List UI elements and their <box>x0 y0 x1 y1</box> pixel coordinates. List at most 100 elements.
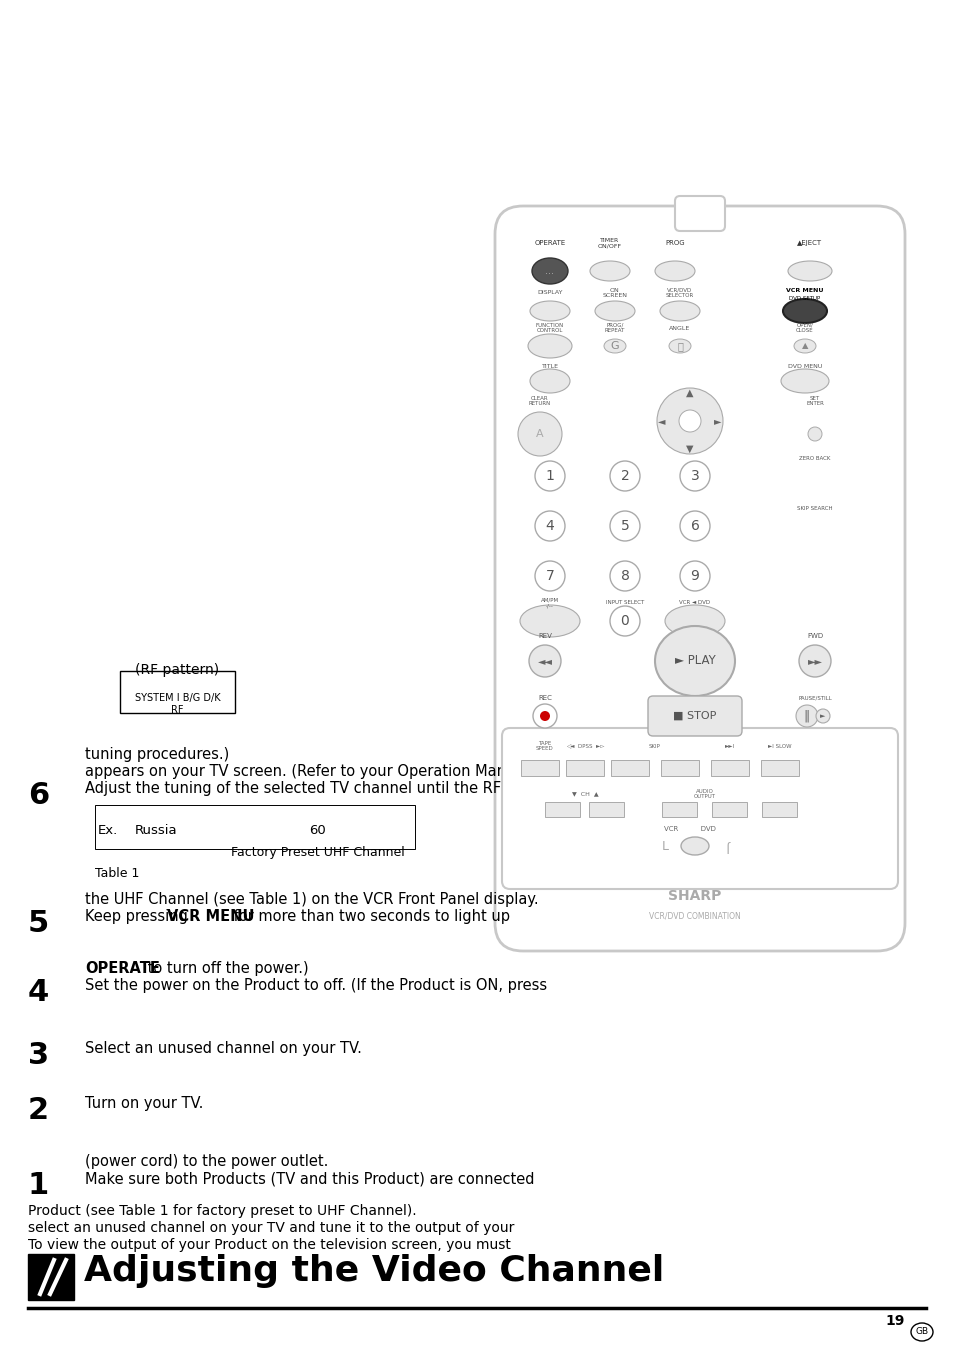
Ellipse shape <box>532 258 567 284</box>
Text: ▼  CH  ▲: ▼ CH ▲ <box>571 791 598 797</box>
Text: ►: ► <box>820 713 825 719</box>
Ellipse shape <box>679 411 700 432</box>
Text: REC: REC <box>537 695 552 701</box>
Text: tuning procedures.): tuning procedures.) <box>85 747 229 762</box>
Ellipse shape <box>535 460 564 491</box>
Text: DVD MENU: DVD MENU <box>787 363 821 369</box>
Ellipse shape <box>787 261 831 281</box>
Text: Make sure both Products (TV and this Product) are connected: Make sure both Products (TV and this Pro… <box>85 1171 534 1186</box>
Text: AM/PM
-/--: AM/PM -/-- <box>540 598 558 608</box>
Ellipse shape <box>595 302 635 320</box>
Text: Ex.: Ex. <box>98 824 118 837</box>
Text: Set the power on the Product to off. (If the Product is ON, press: Set the power on the Product to off. (If… <box>85 979 547 993</box>
Text: 3: 3 <box>28 1040 49 1070</box>
Ellipse shape <box>793 339 815 353</box>
Text: ON
SCREEN: ON SCREEN <box>602 288 627 299</box>
Ellipse shape <box>533 704 557 728</box>
Text: ▲: ▲ <box>801 342 807 350</box>
FancyBboxPatch shape <box>495 206 904 952</box>
Text: 5: 5 <box>28 909 50 938</box>
Text: CLEAR
RETURN: CLEAR RETURN <box>528 396 551 406</box>
Text: ‖: ‖ <box>803 709 809 723</box>
Ellipse shape <box>910 1323 932 1341</box>
Ellipse shape <box>535 511 564 541</box>
Bar <box>545 801 579 817</box>
FancyBboxPatch shape <box>501 728 897 888</box>
Ellipse shape <box>807 427 821 441</box>
Text: 6: 6 <box>28 781 50 810</box>
Text: Table 1: Table 1 <box>95 867 139 880</box>
Text: INPUT SELECT: INPUT SELECT <box>605 600 643 606</box>
Text: Turn on your TV.: Turn on your TV. <box>85 1096 203 1110</box>
Text: 5: 5 <box>620 520 629 533</box>
Text: PROG/
REPEAT: PROG/ REPEAT <box>604 323 624 334</box>
Text: PROG: PROG <box>664 240 684 246</box>
Text: ► PLAY: ► PLAY <box>674 654 715 668</box>
Text: ►►I: ►►I <box>724 743 735 748</box>
Text: 0: 0 <box>620 614 629 629</box>
Text: ▲: ▲ <box>685 388 693 398</box>
Ellipse shape <box>657 388 722 454</box>
Ellipse shape <box>539 711 550 721</box>
Bar <box>660 760 699 777</box>
Ellipse shape <box>530 302 569 320</box>
Text: 4: 4 <box>28 979 50 1007</box>
Ellipse shape <box>609 511 639 541</box>
Ellipse shape <box>815 709 829 723</box>
Text: Select an unused channel on your TV.: Select an unused channel on your TV. <box>85 1040 361 1057</box>
Ellipse shape <box>799 645 830 677</box>
Ellipse shape <box>609 606 639 637</box>
Text: GB: GB <box>915 1327 927 1337</box>
Text: DVD SETUP: DVD SETUP <box>788 296 820 300</box>
Ellipse shape <box>530 369 569 393</box>
Text: the UHF Channel (see Table 1) on the VCR Front Panel display.: the UHF Channel (see Table 1) on the VCR… <box>85 892 538 907</box>
Text: 2: 2 <box>28 1096 49 1125</box>
Bar <box>760 760 799 777</box>
Text: L: L <box>660 840 668 852</box>
Text: 6: 6 <box>690 520 699 533</box>
Text: select an unused channel on your TV and tune it to the output of your: select an unused channel on your TV and … <box>28 1221 514 1236</box>
Bar <box>95 805 415 849</box>
Ellipse shape <box>519 604 579 637</box>
Text: TITLE: TITLE <box>541 363 558 369</box>
Text: to turn off the power.): to turn off the power.) <box>143 961 309 976</box>
Text: FUNCTION
CONTROL: FUNCTION CONTROL <box>536 323 563 334</box>
Text: 2: 2 <box>620 468 629 483</box>
Text: SKIP: SKIP <box>648 743 660 748</box>
Text: 7: 7 <box>545 569 554 583</box>
Text: 9: 9 <box>690 569 699 583</box>
Text: ◄◄: ◄◄ <box>537 656 552 666</box>
Text: ZERO BACK: ZERO BACK <box>799 455 830 460</box>
Text: A: A <box>536 429 543 439</box>
Text: VCR/DVD
SELECTOR: VCR/DVD SELECTOR <box>665 288 694 299</box>
Text: ►I SLOW: ►I SLOW <box>767 743 791 748</box>
Text: AUDIO
OUTPUT: AUDIO OUTPUT <box>693 789 716 800</box>
Text: 60: 60 <box>309 824 326 837</box>
Text: OPERATE: OPERATE <box>534 240 565 246</box>
Text: SKIP SEARCH: SKIP SEARCH <box>797 506 832 510</box>
Text: (power cord) to the power outlet.: (power cord) to the power outlet. <box>85 1154 328 1168</box>
Text: PAUSE/STILL: PAUSE/STILL <box>798 696 831 700</box>
FancyBboxPatch shape <box>647 696 741 736</box>
Ellipse shape <box>679 460 709 491</box>
Bar <box>610 760 648 777</box>
Ellipse shape <box>668 339 690 353</box>
Text: 4: 4 <box>545 520 554 533</box>
Ellipse shape <box>527 334 572 358</box>
Ellipse shape <box>603 339 625 353</box>
Ellipse shape <box>609 561 639 591</box>
Text: (RF pattern): (RF pattern) <box>135 664 219 677</box>
Text: ⛷: ⛷ <box>677 341 682 351</box>
Text: J: J <box>727 840 731 852</box>
Text: 1: 1 <box>28 1171 50 1201</box>
Text: G: G <box>610 341 618 351</box>
Text: 1: 1 <box>545 468 554 483</box>
Text: Keep pressing: Keep pressing <box>85 909 193 923</box>
Text: for more than two seconds to light up: for more than two seconds to light up <box>229 909 510 923</box>
Ellipse shape <box>680 837 708 855</box>
Text: RF: RF <box>172 705 184 715</box>
Text: ...: ... <box>545 267 554 276</box>
Ellipse shape <box>659 302 700 320</box>
Bar <box>520 760 558 777</box>
Text: 19: 19 <box>884 1314 904 1329</box>
